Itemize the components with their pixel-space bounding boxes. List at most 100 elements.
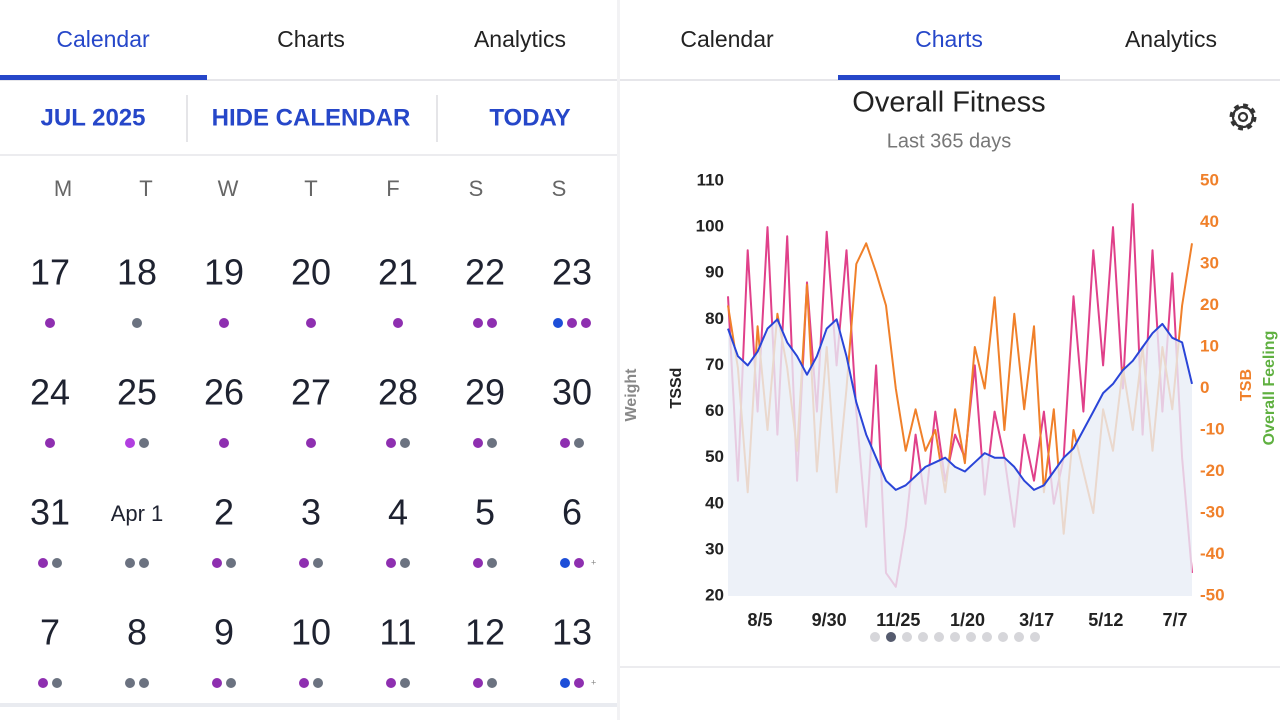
event-dot [125, 558, 135, 568]
weekday: W [218, 176, 239, 201]
tab[interactable]: Charts [277, 26, 345, 52]
day-number[interactable]: 21 [378, 252, 418, 293]
event-dot [212, 678, 222, 688]
event-dot [38, 558, 48, 568]
event-dot [400, 558, 410, 568]
chart-title: Overall Fitness [852, 87, 1045, 119]
day-number[interactable]: 2 [214, 492, 234, 533]
event-dot [45, 438, 55, 448]
y2-tick-label: -20 [1200, 461, 1225, 480]
y2-tick-label: 20 [1200, 295, 1219, 314]
day-number[interactable]: 6 [562, 492, 582, 533]
day-number[interactable]: 3 [301, 492, 321, 533]
tab[interactable]: Calendar [56, 26, 150, 52]
y2-tick-label: -40 [1200, 544, 1225, 563]
tab[interactable]: Calendar [680, 26, 774, 52]
day-number[interactable]: 19 [204, 252, 244, 293]
x-tick-label: 5/12 [1088, 610, 1123, 630]
y2-axis-title: Overall Feeling [1261, 331, 1278, 446]
day-number[interactable]: 5 [475, 492, 495, 533]
weekday: T [139, 176, 152, 201]
day-number[interactable]: 17 [30, 252, 70, 293]
event-dot [219, 438, 229, 448]
y2-tick-label: 0 [1200, 378, 1209, 397]
tab[interactable]: Analytics [474, 26, 566, 52]
page-dot[interactable] [1030, 632, 1040, 642]
day-number[interactable]: 28 [378, 372, 418, 413]
page-dot[interactable] [918, 632, 928, 642]
event-dot [52, 558, 62, 568]
y-tick-label: 30 [705, 539, 724, 558]
day-number[interactable]: 13 [552, 612, 592, 653]
y2-tick-label: 10 [1200, 336, 1219, 355]
day-number[interactable]: 11 [379, 612, 416, 653]
page-dot[interactable] [998, 632, 1008, 642]
month-button[interactable]: JUL 2025 [41, 104, 146, 131]
event-dot [581, 318, 591, 328]
weekday: F [386, 176, 399, 201]
y-axis-title: TSSd [668, 368, 685, 409]
page-dot[interactable] [886, 632, 896, 642]
toggle-calendar[interactable]: HIDE CALENDAR [212, 104, 411, 131]
today-button[interactable]: TODAY [489, 104, 570, 131]
event-dot [125, 678, 135, 688]
page-dot[interactable] [1014, 632, 1024, 642]
day-number[interactable]: 18 [117, 252, 157, 293]
weekday: S [469, 176, 484, 201]
event-dot [38, 678, 48, 688]
page-dot[interactable] [902, 632, 912, 642]
event-dot [299, 558, 309, 568]
weekday: M [54, 176, 72, 201]
page-dot[interactable] [870, 632, 880, 642]
tab-indicator [838, 75, 1060, 80]
settings-icon[interactable] [1229, 103, 1257, 131]
weekday: T [304, 176, 317, 201]
day-number[interactable]: 25 [117, 372, 157, 413]
x-tick-label: 1/20 [950, 610, 985, 630]
day-number[interactable]: 23 [552, 252, 592, 293]
event-dot [487, 318, 497, 328]
event-dot [212, 558, 222, 568]
event-dot [487, 678, 497, 688]
calendar-bottom [0, 703, 617, 707]
day-number[interactable]: 12 [465, 612, 505, 653]
page-dot[interactable] [950, 632, 960, 642]
event-dot [400, 678, 410, 688]
event-dot [139, 558, 149, 568]
y2-tick-label: -30 [1200, 502, 1225, 521]
event-dot [52, 678, 62, 688]
y-tick-label: 60 [705, 401, 724, 420]
day-number[interactable]: 30 [552, 372, 592, 413]
page-dot[interactable] [982, 632, 992, 642]
day-number[interactable]: 7 [40, 612, 60, 653]
day-number[interactable]: 26 [204, 372, 244, 413]
day-number[interactable]: 8 [127, 612, 147, 653]
event-dot [473, 678, 483, 688]
day-number[interactable]: 27 [291, 372, 331, 413]
event-dot [299, 678, 309, 688]
panel-divider [617, 0, 620, 720]
y-axis-title: Weight [623, 368, 640, 422]
event-dot [226, 558, 236, 568]
day-number[interactable]: 20 [291, 252, 331, 293]
day-number[interactable]: 4 [388, 492, 408, 533]
page-dot[interactable] [934, 632, 944, 642]
event-dot [45, 318, 55, 328]
tab[interactable]: Charts [915, 26, 983, 52]
day-number[interactable]: 9 [214, 612, 234, 653]
event-dot [560, 558, 570, 568]
x-tick-label: 8/5 [747, 610, 772, 630]
day-number[interactable]: 31 [30, 492, 70, 533]
event-dot [139, 678, 149, 688]
page-dot[interactable] [966, 632, 976, 642]
day-number[interactable]: 24 [30, 372, 70, 413]
series-line [727, 318, 1193, 491]
x-tick-label: 11/25 [876, 610, 920, 630]
y2-axis-title: TSB [1238, 369, 1255, 401]
day-number[interactable]: 22 [465, 252, 505, 293]
tab[interactable]: Analytics [1125, 26, 1217, 52]
day-number[interactable]: 29 [465, 372, 505, 413]
day-number[interactable]: Apr 1 [111, 501, 164, 526]
day-number[interactable]: 10 [291, 612, 331, 653]
